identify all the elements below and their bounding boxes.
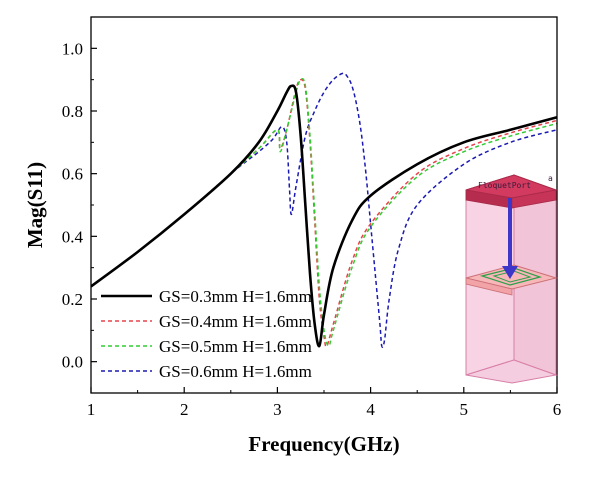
legend-label-1: GS=0.3mm H=1.6mm (159, 287, 312, 306)
x-axis-title: Frequency(GHz) (248, 432, 399, 456)
structure-inset: FloquetPort a (465, 174, 558, 384)
x-tick-label: 2 (180, 400, 189, 419)
y-tick-label: 0.2 (62, 290, 83, 309)
legend-label-4: GS=0.6mm H=1.6mm (159, 362, 312, 381)
y-tick-label: 0.6 (62, 165, 83, 184)
y-tick-label: 0.8 (62, 102, 83, 121)
series-line-1 (91, 84, 557, 348)
inset-wave-arrowhead (502, 266, 518, 279)
x-tick-label: 6 (553, 400, 562, 419)
legend: GS=0.3mm H=1.6mm GS=0.4mm H=1.6mm GS=0.5mm… (101, 287, 312, 381)
y-tick-label: 1.0 (62, 39, 83, 58)
series-line-3 (91, 77, 557, 347)
legend-label-2: GS=0.4mm H=1.6mm (159, 312, 312, 331)
x-tick-label: 1 (87, 400, 96, 419)
legend-label-3: GS=0.5mm H=1.6mm (159, 337, 312, 356)
x-tick-label: 3 (273, 400, 282, 419)
inset-back-box (465, 359, 558, 384)
axis-ticks: 1 2 3 4 5 6 0.0 0.2 0.4 0.6 0.8 1.0 (62, 16, 562, 419)
y-tick-label: 0.4 (62, 227, 84, 246)
inset-fss-pattern (479, 267, 543, 286)
inset-fss-layer-edge (465, 277, 513, 296)
series-layer (91, 72, 557, 348)
plot-frame (90, 16, 558, 394)
x-tick-label: 5 (460, 400, 469, 419)
y-axis-title: Mag(S11) (23, 162, 47, 248)
inset-superscript: a (548, 174, 553, 183)
y-tick-label: 0.0 (62, 353, 83, 372)
x-tick-label: 4 (366, 400, 375, 419)
inset-port-label: FloquetPort (478, 181, 531, 190)
